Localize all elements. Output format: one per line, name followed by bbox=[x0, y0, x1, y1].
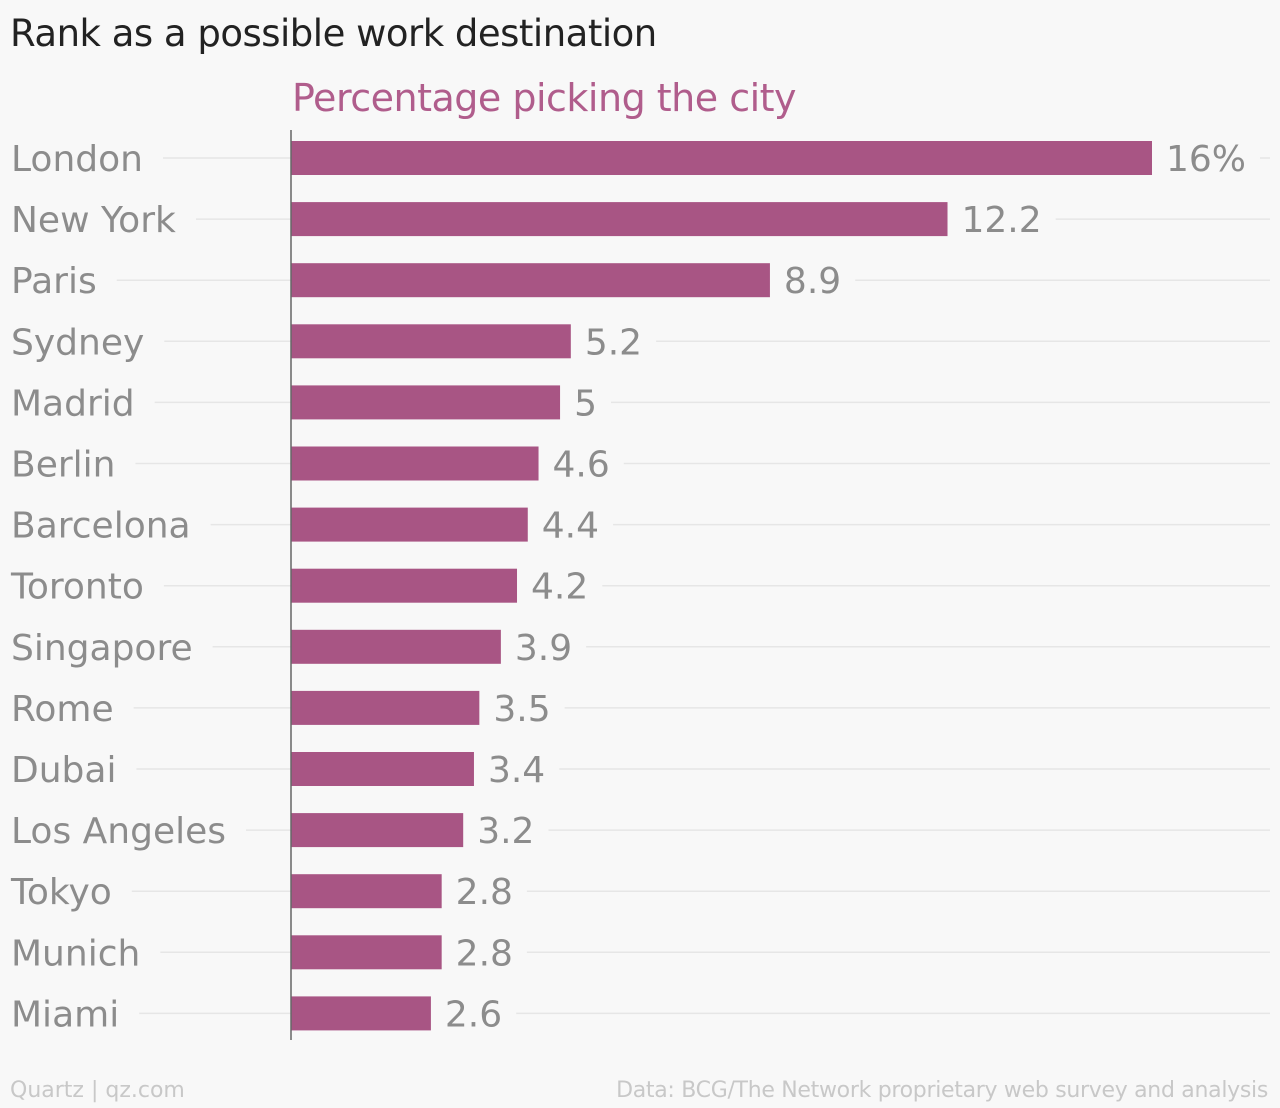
category-label: Munich bbox=[11, 933, 140, 974]
value-label: 4.2 bbox=[531, 567, 588, 608]
value-label: 4.6 bbox=[553, 445, 610, 486]
value-label: 5.2 bbox=[585, 322, 642, 363]
category-label: Toronto bbox=[10, 567, 144, 608]
bar bbox=[291, 507, 528, 542]
category-label: Dubai bbox=[11, 750, 116, 791]
bar bbox=[291, 446, 539, 481]
category-label: Miami bbox=[11, 994, 119, 1035]
value-label: 8.9 bbox=[784, 261, 841, 302]
category-label: Los Angeles bbox=[11, 811, 226, 852]
data-source-note: Data: BCG/The Network proprietary web su… bbox=[616, 1078, 1268, 1103]
bar bbox=[291, 141, 1152, 175]
bar bbox=[291, 568, 518, 603]
value-label: 4.4 bbox=[542, 506, 599, 547]
chart-subtitle: Percentage picking the city bbox=[292, 76, 797, 120]
bar bbox=[291, 813, 464, 848]
value-label: 2.6 bbox=[445, 994, 502, 1035]
category-label: Tokyo bbox=[10, 872, 112, 913]
bar bbox=[291, 752, 474, 786]
bar bbox=[291, 202, 948, 237]
gridlines bbox=[116, 157, 1270, 1015]
bar bbox=[291, 690, 480, 725]
source-credit: Quartz | qz.com bbox=[10, 1078, 185, 1103]
value-label: 3.9 bbox=[515, 628, 572, 669]
category-label: Rome bbox=[11, 689, 114, 730]
bars bbox=[291, 141, 1152, 1031]
value-label: 2.8 bbox=[456, 872, 513, 913]
value-label: 16% bbox=[1166, 139, 1246, 180]
labels: London 16% New York 12.2 Paris 8.9 Sydney 5.2 Ma… bbox=[10, 139, 1246, 1035]
value-label: 3.4 bbox=[488, 750, 545, 791]
value-label: 3.5 bbox=[493, 689, 550, 730]
chart-title: Rank as a possible work destination bbox=[10, 12, 657, 55]
bar bbox=[291, 385, 561, 420]
category-label: New York bbox=[11, 200, 176, 241]
category-label: London bbox=[11, 139, 143, 180]
value-label: 5 bbox=[574, 383, 597, 424]
bar bbox=[291, 874, 442, 909]
category-label: Singapore bbox=[11, 628, 193, 669]
category-label: Berlin bbox=[11, 445, 115, 486]
bar bbox=[291, 935, 442, 970]
category-label: Barcelona bbox=[11, 506, 191, 547]
bar bbox=[291, 629, 501, 664]
category-label: Paris bbox=[11, 261, 97, 302]
bar bbox=[291, 263, 770, 298]
value-label: 12.2 bbox=[962, 200, 1042, 241]
bar bbox=[291, 324, 571, 359]
category-label: Madrid bbox=[11, 383, 135, 424]
value-label: 3.2 bbox=[477, 811, 534, 852]
bar bbox=[291, 996, 431, 1031]
value-label: 2.8 bbox=[456, 933, 513, 974]
category-label: Sydney bbox=[11, 322, 144, 363]
